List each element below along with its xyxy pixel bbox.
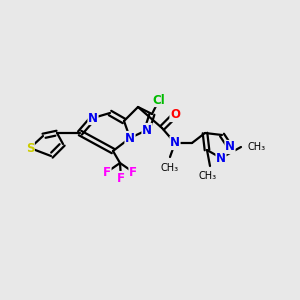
Text: F: F xyxy=(103,166,111,178)
Text: CH₃: CH₃ xyxy=(161,163,179,173)
Text: N: N xyxy=(125,131,135,145)
Text: F: F xyxy=(117,172,125,184)
Text: CH₃: CH₃ xyxy=(199,171,217,181)
Text: F: F xyxy=(129,166,137,178)
Text: O: O xyxy=(170,109,180,122)
Text: N: N xyxy=(225,140,235,154)
Text: Cl: Cl xyxy=(153,94,165,106)
Text: N: N xyxy=(216,152,226,164)
Text: N: N xyxy=(170,136,180,149)
Text: S: S xyxy=(26,142,34,154)
Text: CH₃: CH₃ xyxy=(247,142,265,152)
Text: N: N xyxy=(88,112,98,124)
Text: N: N xyxy=(142,124,152,136)
